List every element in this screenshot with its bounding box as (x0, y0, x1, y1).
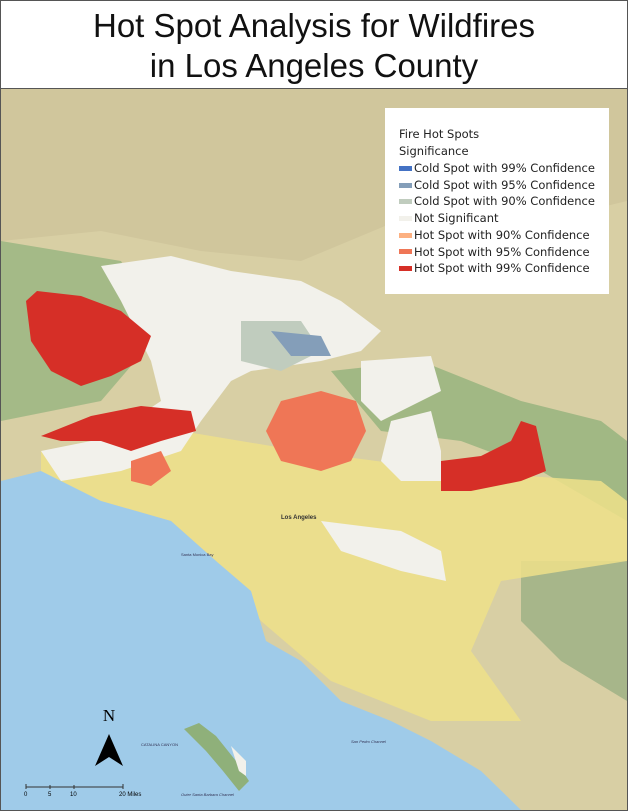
legend-swatch (399, 199, 412, 205)
legend-item: Hot Spot with 99% Confidence (399, 260, 609, 277)
scale-label: 10 (70, 792, 77, 798)
hot-spot-95-small (131, 451, 171, 486)
legend-field-title: Significance (399, 144, 469, 158)
legend-item: Hot Spot with 95% Confidence (399, 244, 609, 261)
legend-swatch (399, 232, 412, 238)
legend-label: Cold Spot with 95% Confidence (414, 177, 595, 192)
not-significant-area (321, 521, 446, 581)
legend: Fire Hot Spots Significance Cold Spot wi… (385, 108, 609, 294)
forest-south (521, 561, 627, 701)
scale-bar (25, 784, 124, 789)
scale-label: 20 Miles (119, 792, 142, 798)
legend-item: Cold Spot with 95% Confidence (399, 177, 609, 194)
outer-channel-label: Outer Santa Barbara Channel (181, 792, 234, 797)
map-title: Hot Spot Analysis for Wildfires in Los A… (1, 1, 627, 89)
legend-label: Cold Spot with 99% Confidence (414, 161, 595, 175)
channel-label: San Pedro Channel (351, 739, 386, 744)
legend-swatch (399, 215, 412, 221)
island-label: CATALINA CANYON (141, 742, 178, 747)
ocean (1, 471, 521, 810)
legend-label: Hot Spot with 95% Confidence (414, 244, 590, 259)
hot-spot-99-santa-monica (41, 406, 196, 451)
legend-label: Hot Spot with 90% Confidence (414, 227, 590, 242)
legend-swatch (399, 266, 412, 272)
hot-spot-99-west (26, 291, 151, 386)
north-arrow-label: N (102, 706, 116, 725)
catalina-not-significant (231, 746, 246, 776)
legend-swatch (399, 182, 412, 188)
legend-swatch (399, 249, 412, 255)
catalina-island (184, 723, 249, 791)
legend-label: Not Significant (414, 211, 499, 226)
legend-label: Cold Spot with 90% Confidence (414, 194, 595, 209)
north-arrow-icon (95, 734, 123, 766)
cold-spot-90 (241, 321, 321, 371)
title-line-2: in Los Angeles County (149, 47, 479, 84)
scale-label: 5 (48, 792, 52, 798)
hot-spot-95-central (266, 391, 366, 471)
urban-area (41, 431, 627, 721)
legend-layer-title: Fire Hot Spots (399, 127, 480, 141)
legend-item: Cold Spot with 99% Confidence (399, 160, 609, 177)
legend-item: Not Significant (399, 210, 609, 227)
cold-spot-95 (271, 331, 331, 356)
legend-item: Cold Spot with 90% Confidence (399, 193, 609, 210)
hot-spot-99-east (441, 421, 546, 491)
city-label-los-angeles: Los Angeles (281, 515, 317, 521)
title-line-1: Hot Spot Analysis for Wildfires (93, 7, 535, 44)
legend-label: Hot Spot with 99% Confidence (414, 261, 590, 276)
bay-label: Santa Monica Bay (181, 552, 213, 557)
not-significant-area (381, 411, 441, 481)
legend-item: Hot Spot with 90% Confidence (399, 227, 609, 244)
scale-label: 0 (24, 792, 28, 798)
not-significant-area (361, 356, 441, 421)
legend-swatch (399, 165, 412, 171)
